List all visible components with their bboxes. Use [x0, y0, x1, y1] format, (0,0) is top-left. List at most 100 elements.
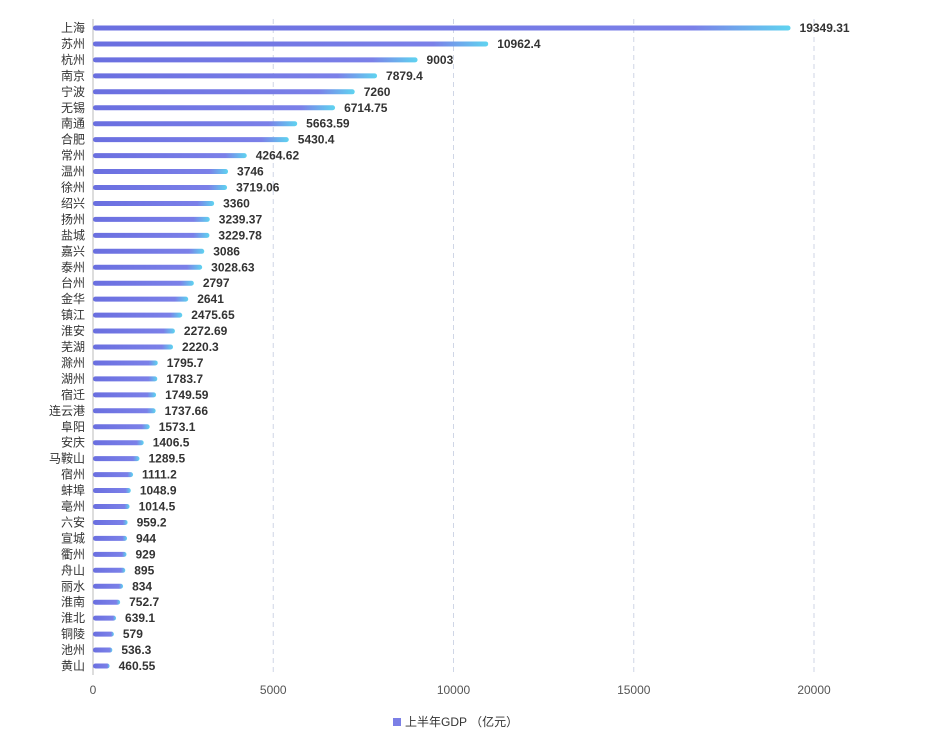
value-label: 579 [123, 627, 143, 641]
bar [93, 264, 203, 270]
category-label: 铜陵 [61, 626, 85, 641]
bar [93, 424, 150, 430]
x-tick-label: 15000 [617, 683, 651, 697]
value-label: 895 [134, 563, 154, 577]
category-label: 湖州 [61, 371, 85, 386]
category-label: 六安 [61, 514, 85, 529]
category-label: 淮安 [61, 323, 85, 338]
x-tick-label: 20000 [797, 683, 831, 697]
value-label: 752.7 [129, 595, 159, 609]
category-label: 金华 [61, 291, 85, 306]
bar [93, 169, 229, 175]
category-label: 丽水 [61, 579, 85, 593]
category-label: 连云港 [49, 403, 85, 418]
value-label: 3239.37 [219, 212, 263, 226]
category-label: 泰州 [61, 260, 85, 274]
bar [93, 583, 124, 589]
bar [93, 392, 157, 398]
category-label: 衢州 [61, 547, 85, 561]
category-label: 滁州 [61, 355, 85, 370]
bar [93, 280, 194, 286]
category-label: 合肥 [61, 132, 85, 147]
bar [93, 73, 378, 79]
category-label: 芜湖 [61, 339, 85, 354]
category-label: 宁波 [61, 84, 85, 99]
bar [93, 599, 121, 605]
category-label: 淮南 [61, 594, 85, 609]
category-label: 徐州 [61, 180, 85, 195]
x-axis-ticks: 0 5000 10000 15000 20000 [90, 683, 831, 697]
category-label: 南通 [61, 116, 85, 131]
bar [93, 121, 298, 127]
value-label: 959.2 [137, 515, 167, 529]
value-label: 929 [135, 547, 155, 561]
category-label: 无锡 [61, 100, 85, 115]
legend[interactable]: 上半年GDP （亿元） [393, 714, 518, 729]
value-label: 3360 [223, 196, 250, 210]
value-labels: 19349.31 10962.4 9003 7879.4 7260 6714.75 5663… [119, 21, 850, 673]
category-label: 安庆 [61, 435, 85, 450]
bar [93, 328, 175, 334]
bar [93, 25, 791, 31]
value-label: 1111.2 [142, 468, 177, 482]
category-label: 舟山 [61, 563, 85, 577]
value-label: 19349.31 [800, 21, 850, 35]
value-label: 1749.59 [165, 388, 209, 402]
value-label: 1795.7 [167, 356, 204, 370]
bar [93, 647, 113, 653]
bar [93, 567, 126, 573]
value-label: 5430.4 [298, 133, 335, 147]
value-label: 1406.5 [153, 436, 190, 450]
bar [93, 535, 128, 541]
bar [93, 456, 140, 462]
legend-swatch [393, 718, 401, 726]
value-label: 3229.78 [218, 228, 262, 242]
bar [93, 440, 144, 446]
value-label: 2641 [197, 292, 224, 306]
bar [93, 551, 127, 557]
category-label: 常州 [61, 149, 85, 163]
x-tick-label: 0 [90, 683, 97, 697]
category-label: 淮北 [61, 611, 85, 625]
bar [93, 185, 228, 190]
bar [93, 360, 158, 366]
category-label: 绍兴 [61, 196, 85, 210]
bar [93, 296, 189, 302]
value-label: 1783.7 [166, 372, 203, 386]
x-tick-label: 5000 [260, 683, 287, 697]
value-label: 1014.5 [139, 500, 176, 514]
bars [93, 25, 791, 669]
value-label: 834 [132, 579, 152, 593]
value-label: 5663.59 [306, 117, 350, 131]
bar [93, 631, 114, 637]
bar [93, 105, 336, 111]
category-label: 黄山 [61, 659, 85, 673]
bar [93, 312, 183, 318]
category-label: 嘉兴 [61, 244, 85, 258]
category-label: 杭州 [61, 52, 85, 67]
category-label: 南京 [61, 68, 85, 83]
value-label: 3086 [213, 244, 240, 258]
bar [93, 137, 289, 143]
bar [93, 663, 110, 669]
value-label: 460.55 [119, 659, 156, 673]
value-label: 2272.69 [184, 324, 228, 338]
value-label: 3028.63 [211, 260, 255, 274]
value-label: 10962.4 [497, 37, 541, 51]
bar [93, 488, 131, 494]
bar [93, 519, 128, 525]
x-tick-label: 10000 [437, 683, 471, 697]
category-label: 宿州 [61, 467, 85, 482]
value-label: 639.1 [125, 611, 155, 625]
value-label: 2475.65 [191, 308, 235, 322]
value-label: 2220.3 [182, 340, 219, 354]
value-label: 7260 [364, 85, 391, 99]
value-label: 1048.9 [140, 484, 177, 498]
category-label: 上海 [61, 20, 85, 35]
bar [93, 504, 130, 509]
category-label: 亳州 [61, 499, 85, 514]
legend-label: 上半年GDP （亿元） [405, 714, 518, 729]
category-label: 扬州 [61, 211, 85, 226]
